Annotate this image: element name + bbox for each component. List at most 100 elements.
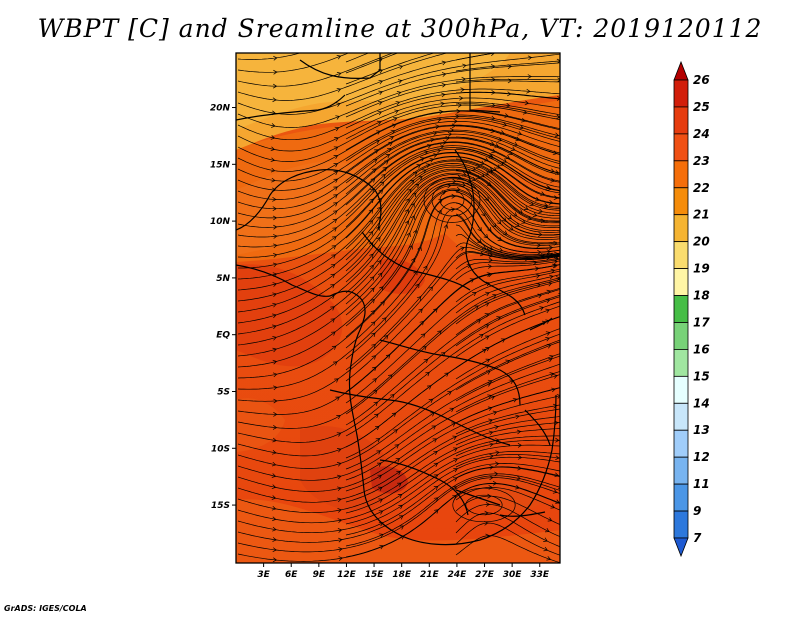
streamline-arrow [394, 444, 400, 449]
streamline-arrow [431, 425, 437, 430]
streamline-arrow [271, 123, 276, 128]
streamline [455, 305, 560, 358]
streamline-arrow [333, 146, 339, 151]
streamline-arrow [376, 450, 381, 455]
latitude-axis: 20N 15N 10N 5N EQ 5S 10S 15S [210, 104, 236, 511]
lat-label: EQ [216, 331, 230, 341]
colorbar-label: 11 [693, 477, 710, 491]
streamline [237, 294, 560, 443]
streamline [345, 333, 560, 459]
streamline-arrow [488, 272, 493, 277]
streamline [345, 316, 560, 448]
streamline-arrow [336, 102, 341, 107]
lon-label: 18E [392, 570, 412, 580]
lon-label: 24E [448, 570, 468, 580]
colorbar-segment [673, 429, 689, 458]
streamline-arrow [374, 149, 379, 154]
streamline-arrow [334, 378, 339, 383]
streamline [237, 163, 560, 302]
colorbar-label: 18 [693, 289, 710, 303]
streamline-arrow [489, 442, 494, 448]
streamline-arrow [507, 78, 513, 84]
lon-label: 9E [313, 570, 326, 580]
streamline-arrow [523, 205, 529, 210]
streamline-arrow [471, 176, 476, 182]
streamline-arrow [271, 484, 277, 490]
streamline-arrow [369, 198, 374, 204]
streamline-arrow [548, 245, 554, 251]
streamline [345, 195, 560, 338]
streamline-arrow [272, 359, 278, 365]
streamline-arrow [545, 331, 551, 336]
streamline-arrow [412, 229, 418, 235]
streamline [345, 258, 560, 382]
streamline-arrow [433, 462, 439, 467]
streamline [345, 353, 560, 470]
streamline-arrow [389, 135, 395, 141]
streamline-arrow [272, 197, 277, 202]
streamline-arrow [374, 425, 380, 431]
streamline-arrow [381, 174, 386, 179]
streamline-arrow [332, 236, 337, 241]
streamline-arrow [370, 178, 376, 183]
streamline-arrow [485, 358, 491, 363]
lat-label: 5S [217, 387, 230, 397]
streamline-arrow [539, 306, 544, 311]
streamline-arrow [543, 546, 549, 552]
colorbar-label: 23 [693, 154, 710, 168]
streamline [455, 328, 560, 380]
streamline-arrow [455, 114, 460, 119]
streamline-arrow [449, 127, 455, 133]
streamline [455, 60, 560, 72]
streamline-arrow [272, 335, 277, 341]
streamline-arrow [332, 227, 337, 232]
streamline-arrow [272, 282, 278, 287]
streamline [237, 188, 557, 368]
streamline-arrow [271, 505, 277, 511]
streamline-arrow [532, 260, 538, 266]
streamline-arrow [384, 160, 389, 165]
streamline-arrow [487, 264, 493, 269]
streamline-arrow [375, 139, 380, 145]
streamline [237, 195, 552, 379]
streamline-arrow [488, 169, 493, 174]
streamline-arrow [484, 171, 490, 176]
streamline [237, 170, 560, 324]
streamline [345, 180, 560, 305]
streamline [345, 270, 560, 404]
streamline [345, 202, 560, 349]
streamline-arrow [540, 191, 545, 196]
streamline-arrow [515, 136, 521, 142]
streamline [455, 522, 560, 556]
streamline-arrow [377, 110, 383, 116]
streamline-arrow [459, 95, 464, 101]
streamline-arrow [507, 64, 512, 69]
streamline [237, 148, 560, 258]
streamline-arrow [561, 452, 565, 456]
streamline-arrow [560, 469, 564, 473]
streamline-arrow [385, 154, 391, 159]
streamline-arrow [385, 354, 391, 359]
streamline-arrow [272, 537, 277, 542]
streamline [237, 145, 560, 248]
streamline-arrow [372, 378, 377, 383]
streamline-arrow [502, 217, 507, 222]
streamline-arrow [273, 243, 278, 249]
streamline-arrow [517, 131, 523, 136]
streamline-arrow [449, 407, 455, 412]
streamline [455, 287, 560, 336]
streamline [237, 129, 560, 210]
streamline-arrow [547, 517, 553, 522]
streamline-arrow [396, 470, 401, 475]
streamline-arrow [475, 174, 481, 180]
streamline-arrow [420, 157, 425, 162]
streamline-arrow [492, 410, 498, 416]
streamline-arrow [505, 103, 511, 108]
streamline [455, 504, 560, 538]
streamline-arrow [392, 116, 398, 122]
streamline-arrow [273, 398, 278, 404]
streamline-arrow [497, 236, 503, 241]
streamline-arrow [442, 140, 448, 145]
lon-label: 27E [475, 570, 495, 580]
streamline-arrow [538, 208, 543, 214]
